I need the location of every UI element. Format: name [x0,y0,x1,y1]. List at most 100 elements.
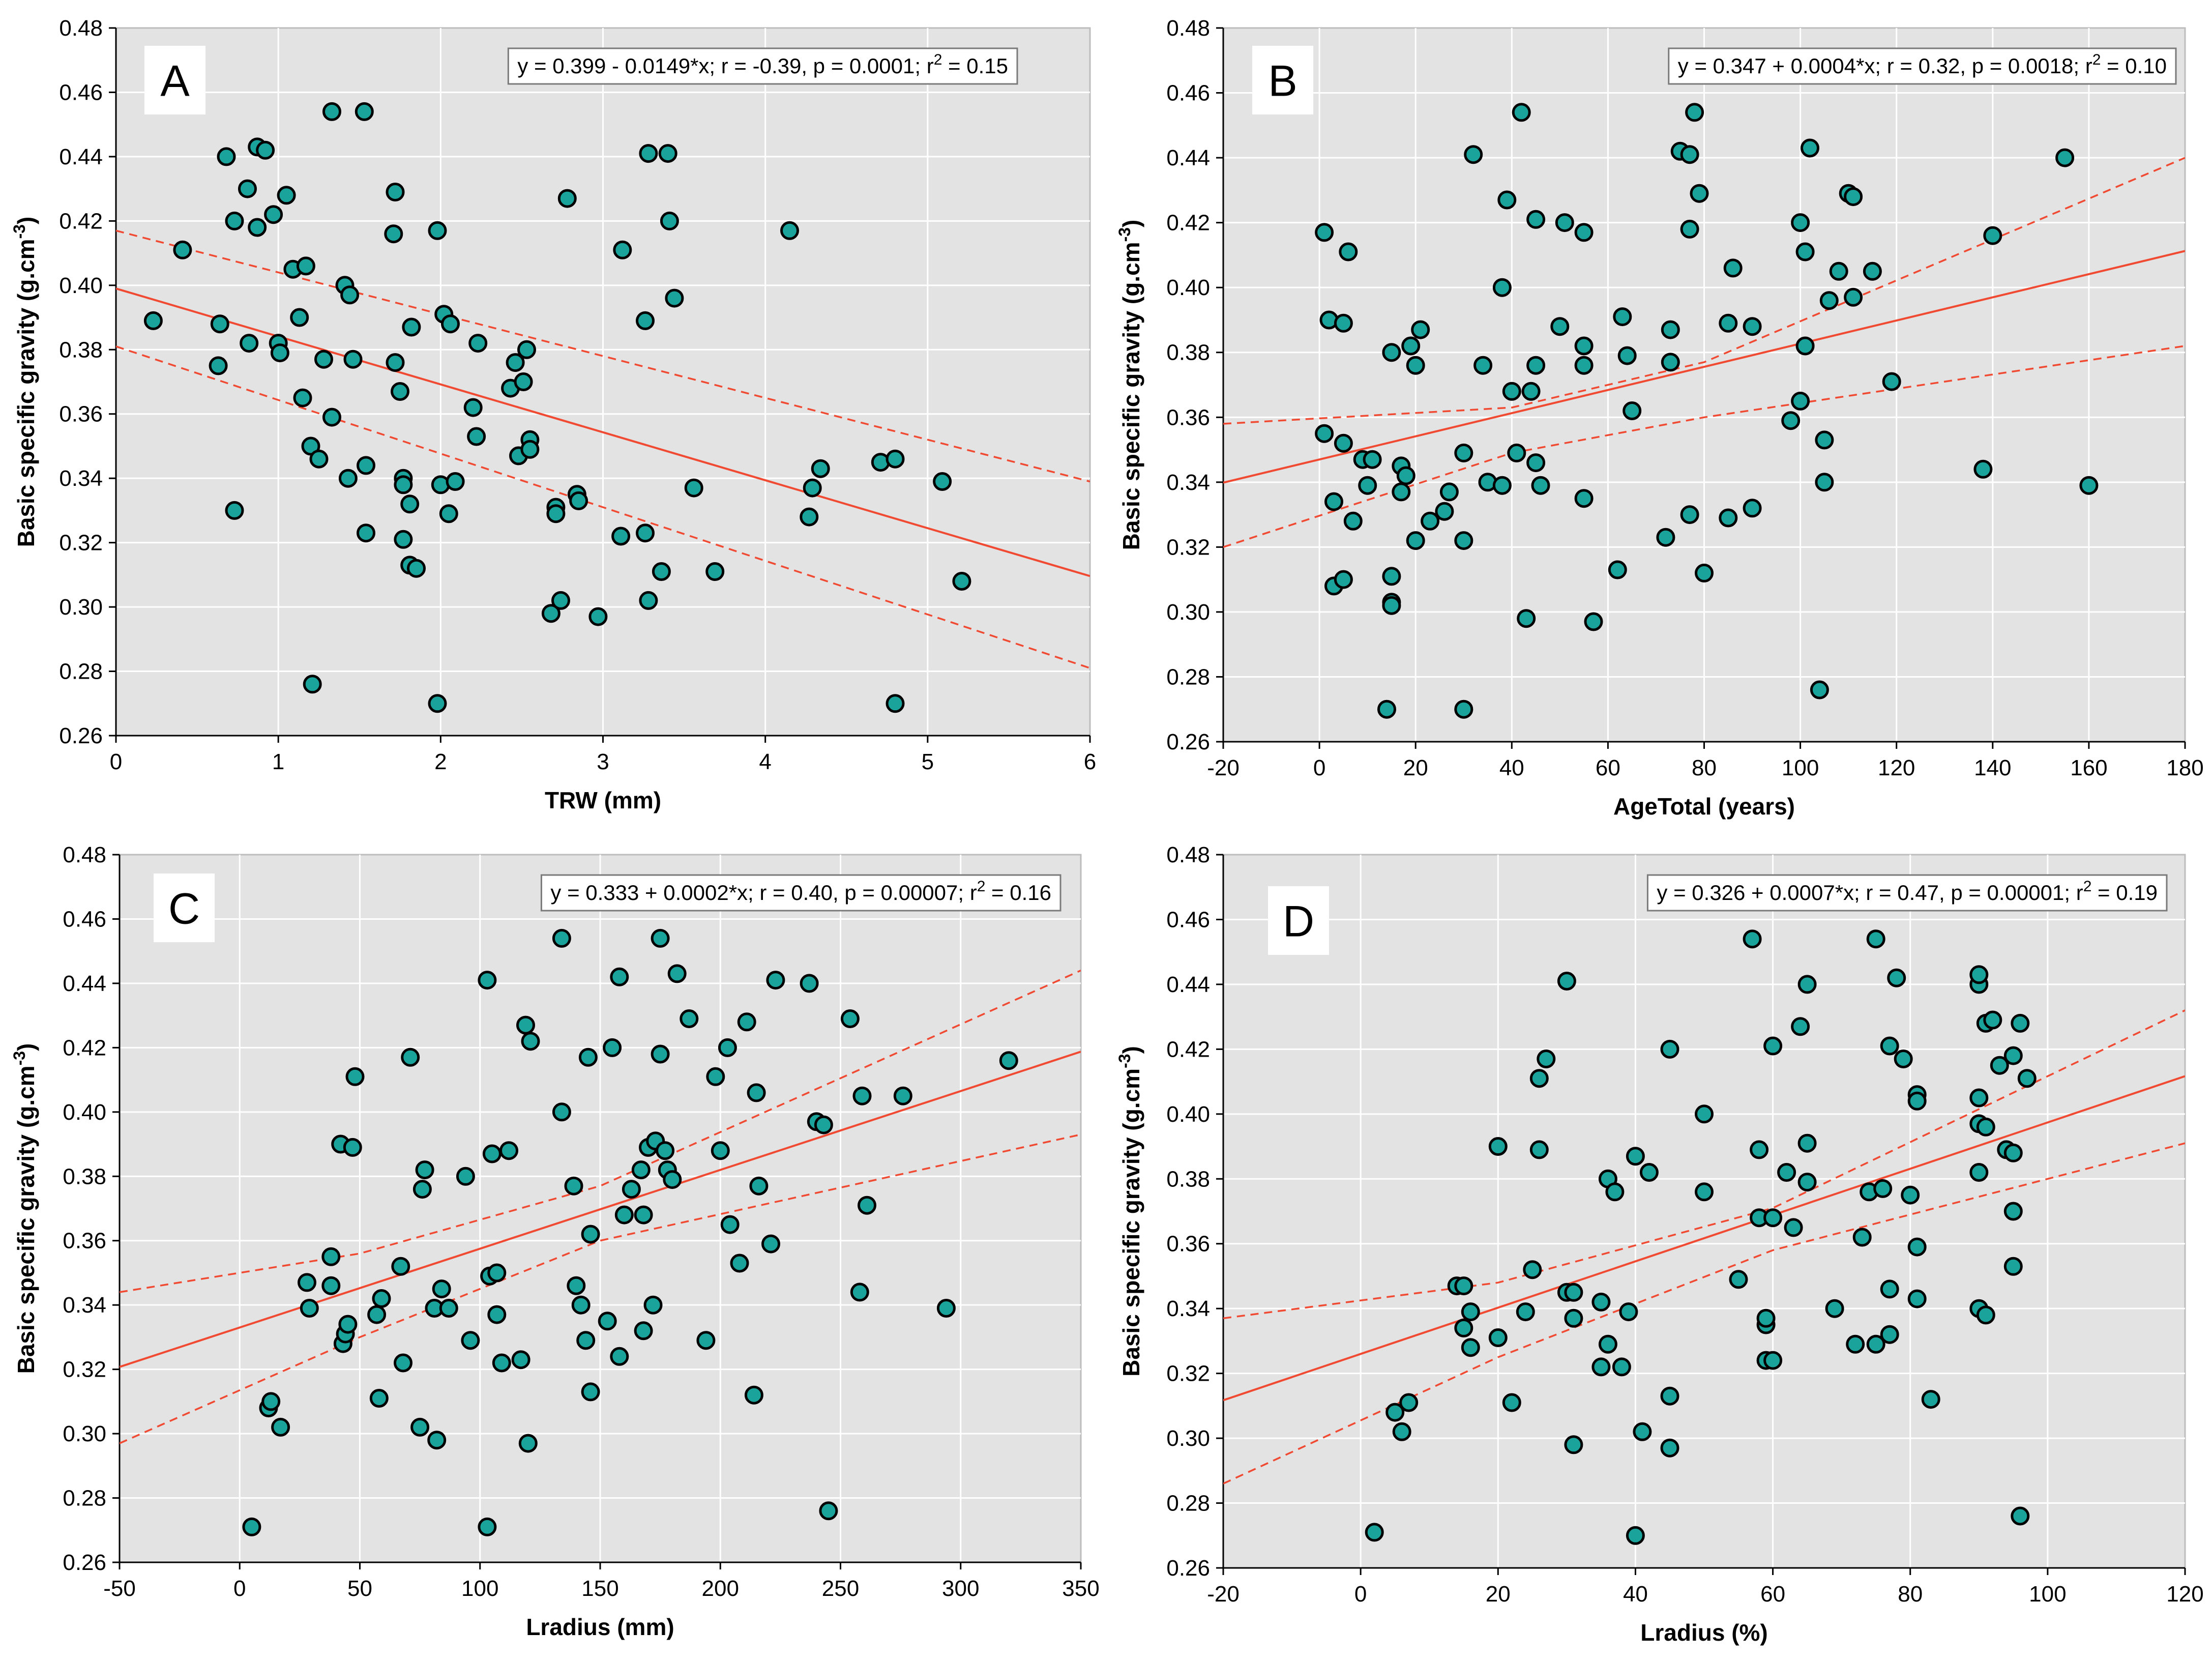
y-axis-title-main: Basic specific gravity (g.cm [13,239,39,547]
data-point [1454,1318,1473,1337]
x-tick-label: -20 [1207,1582,1240,1607]
y-axis-title: Basic specific gravity (g.cm-3) [1115,220,1144,550]
data-point [441,314,460,334]
data-point [652,562,671,581]
x-tick-label: 120 [1878,755,1915,780]
data-point [1502,382,1521,401]
data-point [461,1331,480,1350]
y-tick-label: 0.42 [63,1035,106,1060]
data-point [487,1305,507,1324]
data-point [1685,103,1704,122]
data-point [345,1067,365,1086]
y-axis-title-exponent: -3 [10,1051,28,1065]
x-tick-label: 20 [1403,755,1428,780]
data-point [737,1012,756,1032]
data-point [1529,1069,1549,1088]
x-tick-label: 180 [2166,755,2203,780]
data-points [1365,929,2037,1545]
x-tick-label: 150 [581,1576,618,1601]
y-tick-label: 0.36 [63,1229,106,1254]
data-point [1863,261,1882,281]
data-point [1656,528,1675,547]
confidence-lower-line [120,1133,1081,1444]
y-tick-label: 0.26 [1166,730,1210,754]
data-point [300,1299,319,1318]
panel-letter: C [168,885,200,934]
data-point [1795,336,1815,356]
data-point [264,205,283,224]
x-axis-title: AgeTotal (years) [1613,793,1795,820]
data-point [1844,287,1863,307]
data-point [1973,459,1993,479]
data-point [1421,511,1440,531]
data-point [1784,1218,1803,1237]
gridlines [1223,855,2185,1568]
y-tick-label: 0.38 [63,1164,106,1189]
data-point [270,343,289,363]
y-tick-label: 0.34 [1166,1296,1210,1321]
data-point [1626,1147,1645,1166]
data-point [1502,1393,1521,1412]
data-point [711,1141,730,1160]
x-tick-label: 4 [759,749,771,774]
data-point [1729,1270,1748,1289]
data-point [814,1115,833,1134]
y-tick-label: 0.42 [1166,1037,1210,1062]
data-point [1512,103,1531,122]
data-point [1983,226,2002,245]
data-point [217,147,236,166]
data-point [355,102,374,121]
data-point [1473,356,1493,375]
data-point [1882,372,1901,391]
data-point [415,1160,434,1180]
data-point [1756,1308,1776,1328]
data-point [840,1009,860,1028]
data-point [298,1273,316,1292]
data-point [314,350,333,369]
data-point [1680,145,1699,164]
data-point [1791,213,1810,232]
data-point [1598,1334,1617,1354]
data-points [1315,103,2099,719]
data-point [631,1160,651,1180]
data-point [933,472,952,491]
confidence-lower-line [1223,1142,2185,1484]
data-point [446,472,465,491]
x-tick-label: 300 [942,1576,979,1601]
data-point [2003,1202,2023,1221]
x-tick-label: 1 [272,749,284,774]
y-axis-title-main: Basic specific gravity (g.cm [1118,1068,1144,1377]
y-axis-title-close: ) [1118,220,1144,227]
data-point [210,314,229,334]
data-point [705,562,725,581]
data-point [1639,1163,1659,1182]
data-point [660,211,679,230]
x-tick-label: 100 [1782,755,1819,780]
data-point [1976,1117,1995,1137]
data-point [1743,317,1762,336]
data-point [386,353,405,372]
data-point [1435,502,1454,521]
data-point [225,501,244,520]
data-point [1363,450,1382,469]
data-point [518,1434,538,1453]
data-point [656,1141,675,1160]
data-point [1894,1050,1913,1068]
data-point [482,1144,502,1163]
x-axis-title: Lradius (%) [1640,1619,1767,1646]
regression-equation: y = 0.347 + 0.0004*x; r = 0.32, p = 0.00… [1678,51,2167,78]
data-point [893,1086,912,1105]
data-point [557,189,577,208]
data-point [1385,1403,1405,1422]
data-point [256,140,275,160]
data-point [1526,356,1546,375]
data-point [1983,1010,2002,1030]
regression-equation: y = 0.399 - 0.0149*x; r = -0.39, p = 0.0… [517,51,1008,78]
regression-line [1223,1075,2185,1402]
data-point [1454,700,1473,719]
data-point [552,1102,571,1122]
data-point [1523,1260,1542,1279]
data-point [1365,1523,1384,1542]
data-point [1358,476,1377,495]
data-point [1591,1357,1611,1377]
